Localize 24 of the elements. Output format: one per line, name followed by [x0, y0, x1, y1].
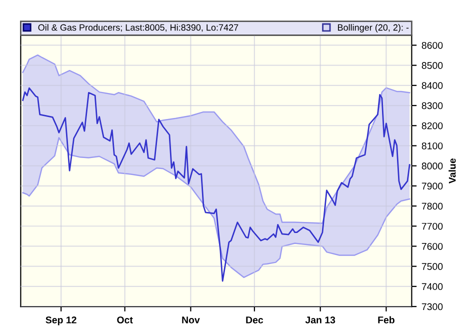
legend-label: Bollinger (20, 2): -	[338, 24, 409, 32]
y-tick-label: 8500	[422, 62, 443, 69]
y-tick-label: 7500	[422, 263, 443, 270]
y-tick-label: 8400	[422, 82, 443, 90]
line-series	[22, 87, 410, 282]
y-axis-title: Value	[448, 158, 456, 184]
x-tick-label: Dec	[246, 316, 264, 324]
y-tick-label: 8600	[422, 42, 443, 49]
y-tick-label: 8200	[422, 122, 443, 130]
x-tick-label: Jan 13	[305, 316, 336, 324]
y-tick-label: 8100	[422, 142, 443, 150]
x-tick-label: Feb	[378, 316, 394, 324]
x-tick-label: Oct	[117, 316, 133, 324]
x-tick-label: Nov	[182, 316, 200, 324]
y-tick-label: 7600	[422, 242, 443, 250]
legend-label: Oil & Gas Producers; Last:8005, Hi:8390, Lo:7427	[38, 24, 238, 32]
x-tick-label: Sep 12	[46, 316, 76, 326]
y-tick-label: 7300	[422, 303, 443, 310]
y-tick-label: 7900	[422, 182, 443, 190]
y-tick-label: 7800	[422, 202, 443, 210]
y-tick-label: 7400	[422, 283, 443, 290]
y-tick-label: 7700	[422, 222, 443, 230]
y-tick-label: 8300	[422, 102, 443, 110]
y-tick-label: 8000	[422, 162, 443, 170]
